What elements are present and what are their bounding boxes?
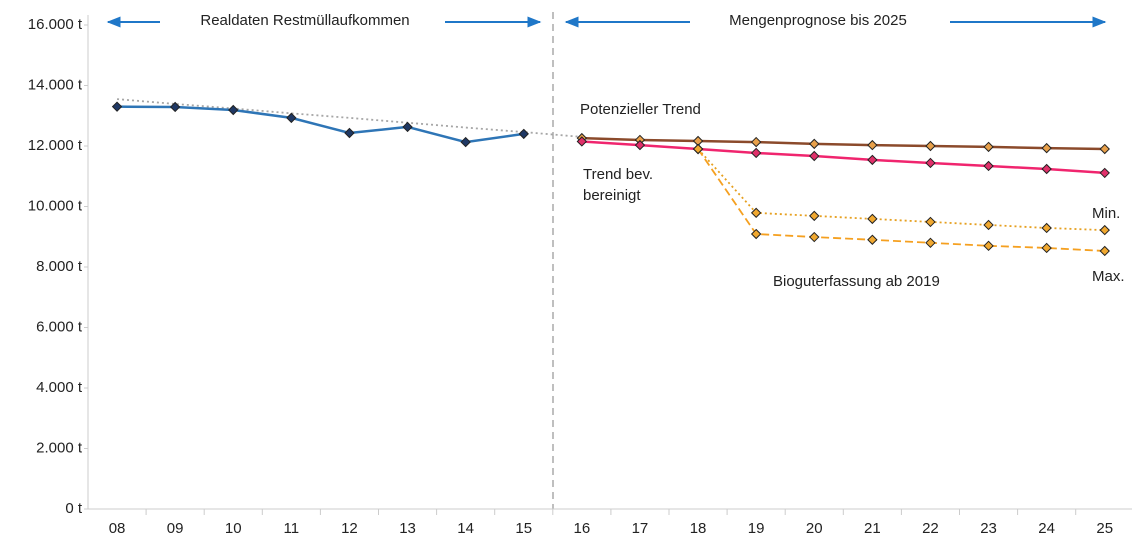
marker [925, 216, 936, 228]
marker [344, 127, 355, 139]
series-line [697, 148, 1105, 231]
marker [1041, 242, 1052, 254]
x-tick-label: 24 [1038, 520, 1055, 537]
y-tick-label: 8.000 t [36, 258, 83, 275]
marker [576, 136, 588, 147]
marker [925, 157, 936, 169]
marker [692, 143, 704, 155]
annotation: Bioguterfassung ab 2019 [773, 273, 940, 290]
series-line [581, 140, 1105, 175]
marker [750, 228, 762, 240]
marker [750, 136, 762, 148]
x-tick-label: 20 [806, 520, 823, 537]
marker [983, 240, 994, 252]
y-tick-label: 14.000 t [28, 76, 83, 93]
marker [867, 139, 878, 151]
marker [1041, 142, 1052, 154]
marker [402, 121, 413, 133]
x-tick-label: 11 [284, 520, 300, 537]
x-tick-label: 22 [922, 520, 939, 537]
marker [1099, 167, 1110, 179]
marker [460, 136, 471, 148]
marker [983, 141, 994, 153]
series-line [117, 105, 524, 144]
y-tick-label: 0 t [65, 500, 83, 517]
marker [634, 139, 646, 151]
marker [809, 138, 820, 150]
marker [1099, 224, 1110, 236]
marker [750, 207, 762, 219]
marker [983, 160, 994, 172]
marker [1099, 245, 1110, 257]
x-tick-label: 25 [1096, 520, 1113, 537]
marker [809, 210, 820, 222]
header: Realdaten Restmüllaufkommen [200, 12, 409, 29]
marker [518, 128, 529, 140]
marker [867, 234, 878, 245]
marker [867, 154, 878, 166]
annotation: Max. [1092, 268, 1125, 285]
x-tick-label: 17 [632, 520, 649, 537]
marker [750, 147, 762, 159]
x-tick-label: 21 [864, 520, 881, 537]
y-tick-label: 10.000 t [28, 197, 83, 214]
marker [925, 140, 936, 152]
marker [169, 101, 181, 113]
marker [867, 213, 878, 225]
x-tick-label: 19 [748, 520, 765, 537]
annotation: Potenzieller Trend [580, 101, 701, 118]
series-line [581, 136, 1105, 151]
y-tick-label: 4.000 t [36, 379, 83, 396]
x-tick-label: 15 [515, 520, 532, 537]
x-tick-label: 23 [980, 520, 997, 537]
series-line [697, 148, 1105, 252]
x-tick-label: 12 [341, 520, 358, 537]
marker [925, 237, 936, 249]
x-tick-label: 08 [109, 520, 126, 537]
x-tick-label: 10 [225, 520, 242, 537]
marker [286, 112, 297, 124]
y-tick-label: 6.000 t [36, 318, 83, 335]
annotation: Trend bev. [583, 166, 653, 183]
marker [1041, 222, 1052, 234]
y-tick-label: 12.000 t [28, 137, 83, 154]
marker [809, 231, 820, 243]
x-tick-label: 16 [574, 520, 591, 537]
marker [809, 150, 820, 162]
x-tick-label: 13 [399, 520, 416, 537]
marker [983, 219, 994, 231]
x-tick-label: 14 [457, 520, 474, 537]
marker [111, 101, 123, 112]
marker [228, 104, 239, 116]
annotation: Min. [1092, 205, 1120, 222]
annotation: bereinigt [583, 187, 641, 204]
y-tick-label: 16.000 t [28, 16, 83, 33]
x-tick-label: 09 [167, 520, 184, 537]
marker [1041, 163, 1052, 175]
marker [1099, 143, 1110, 155]
x-tick-label: 18 [690, 520, 707, 537]
y-tick-label: 2.000 t [36, 439, 83, 456]
header: Mengenprognose bis 2025 [729, 12, 907, 29]
